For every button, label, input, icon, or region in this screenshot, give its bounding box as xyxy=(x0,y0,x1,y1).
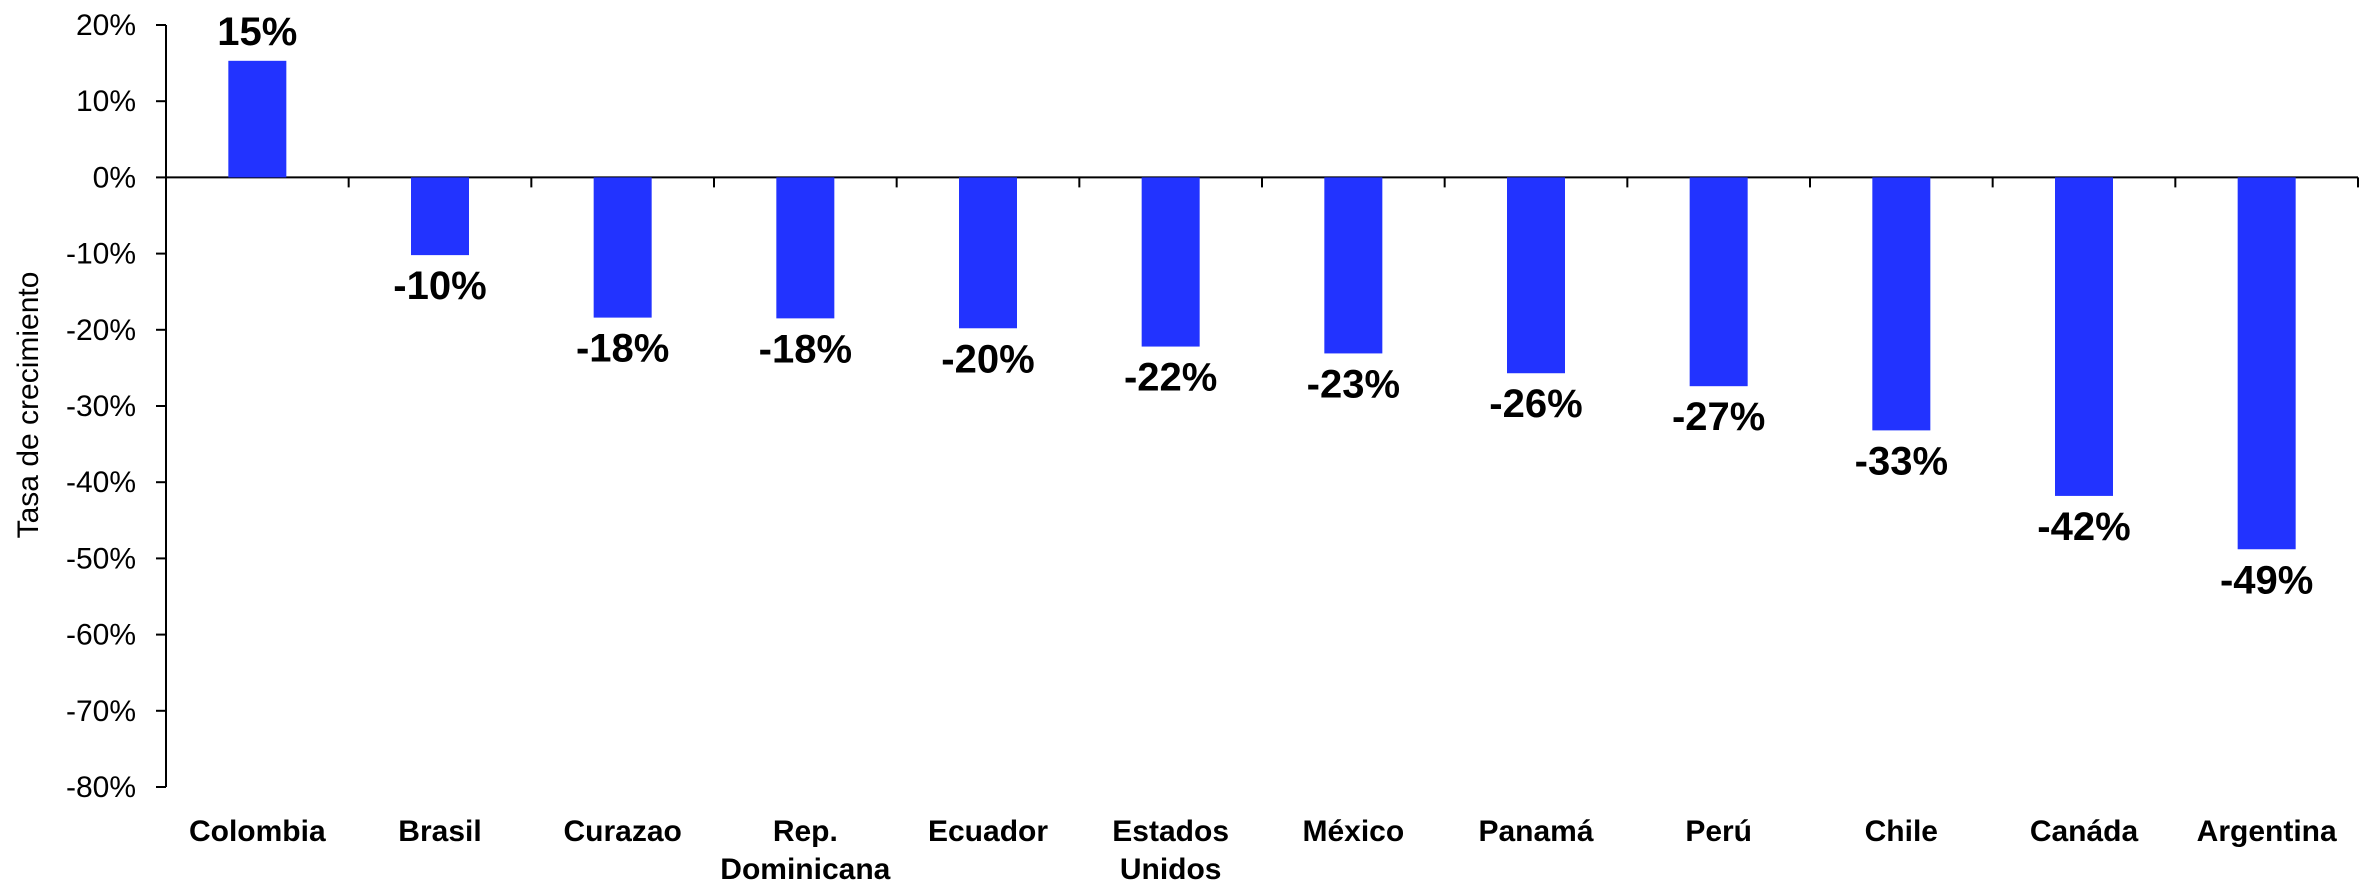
data-label: -49% xyxy=(2220,558,2313,602)
category-labels: Colombia Brasil Curazao Rep. Dominicana Ecuad… xyxy=(189,815,2337,886)
data-label: -27% xyxy=(1672,395,1765,439)
category-label: Perú xyxy=(1685,815,1752,848)
data-label: -42% xyxy=(2037,505,2130,549)
category-label: Colombia xyxy=(189,815,326,848)
data-label: -10% xyxy=(393,264,486,308)
data-labels: 15% -10% -18% -18% -20% -22% -23% -26% -27% -33% -… xyxy=(217,10,2313,602)
category-label: Brasil xyxy=(398,815,481,848)
bar xyxy=(776,177,835,319)
bar xyxy=(1689,177,1748,387)
y-tick-label: -30% xyxy=(66,390,136,423)
category-label: Chile xyxy=(1865,815,1938,848)
data-label: -23% xyxy=(1307,362,1400,406)
bar xyxy=(1507,177,1565,374)
bar xyxy=(1872,177,1931,431)
category-label: Argentina xyxy=(2197,815,2337,848)
category-label: Panamá xyxy=(1478,815,1593,848)
category-label: Curazao xyxy=(563,815,681,848)
data-label: 15% xyxy=(217,10,297,54)
y-axis-title: Tasa de crecimiento xyxy=(12,272,45,539)
y-axis: 20% 10% 0% -10% -20% -30% -40% -50% -60% -70% -80% xyxy=(66,9,167,804)
bar xyxy=(959,177,1017,329)
bars xyxy=(228,60,2296,550)
y-tick-label: -10% xyxy=(66,238,136,271)
y-tick-label: -40% xyxy=(66,466,136,499)
y-tick-label: -70% xyxy=(66,695,136,728)
data-label: -18% xyxy=(576,327,669,371)
y-tick-label: 20% xyxy=(76,9,136,42)
data-label: -33% xyxy=(1855,439,1948,483)
data-label: -20% xyxy=(941,337,1034,381)
category-label: Estados Unidos xyxy=(1112,815,1229,886)
bar xyxy=(228,60,287,178)
category-label: Rep. Dominicana xyxy=(720,815,890,886)
category-label: Ecuador xyxy=(928,815,1048,848)
y-tick-label: 0% xyxy=(93,161,136,194)
bar xyxy=(1141,177,1200,347)
bar xyxy=(2055,177,2113,496)
data-label: -26% xyxy=(1489,382,1582,426)
y-tick-label: -50% xyxy=(66,542,136,575)
category-label: Canáda xyxy=(2030,815,2139,848)
y-tick-label: -80% xyxy=(66,771,136,804)
y-tick-label: 10% xyxy=(76,85,136,118)
data-label: -18% xyxy=(759,327,852,371)
bar xyxy=(1324,177,1383,354)
bar xyxy=(411,177,469,256)
y-tick-label: -60% xyxy=(66,619,136,652)
data-label: -22% xyxy=(1124,356,1217,400)
bar xyxy=(2237,177,2296,550)
category-label: México xyxy=(1302,815,1404,848)
y-tick-label: -20% xyxy=(66,314,136,347)
x-axis xyxy=(166,176,2359,188)
bar xyxy=(593,177,652,318)
